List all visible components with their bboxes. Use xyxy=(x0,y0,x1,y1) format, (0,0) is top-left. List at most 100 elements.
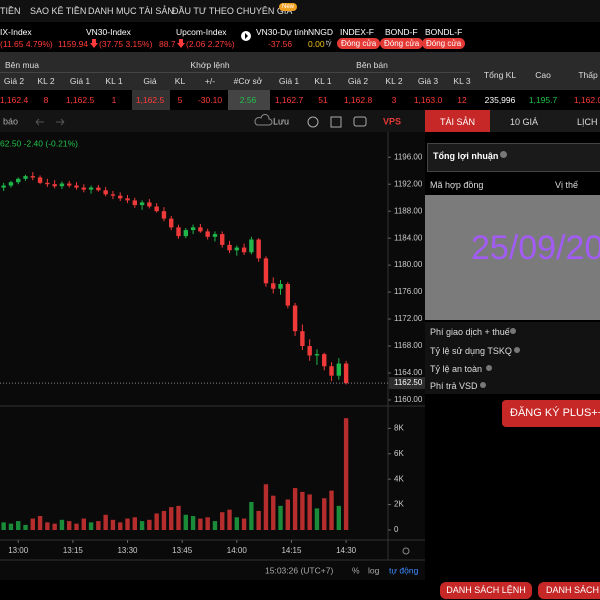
alert-button[interactable]: báo xyxy=(3,116,18,126)
y-tick-label: 1196.00 xyxy=(394,152,423,161)
y-tick-label: 1160.00 xyxy=(394,395,423,404)
column-header: KL 1 xyxy=(314,76,332,86)
nav-item[interactable]: DANH MỤC TÀI SẢN xyxy=(88,6,174,16)
legend: 62.50 -2.40 (-0.21%) xyxy=(0,138,78,148)
cell: 2.56 xyxy=(239,95,257,105)
volume-bar xyxy=(161,510,167,530)
volume-bar xyxy=(110,519,116,530)
candle-body xyxy=(45,182,50,185)
info-icon[interactable] xyxy=(500,151,507,158)
active-tab[interactable] xyxy=(425,110,490,132)
index-change: (37.75 3.15%) xyxy=(99,39,153,49)
volume-bar xyxy=(81,518,86,530)
volume-bar xyxy=(322,498,327,530)
candle-body xyxy=(336,363,342,376)
candle-body xyxy=(59,183,65,187)
candle-body xyxy=(96,187,101,191)
index-change: (2.06 2.27%) xyxy=(186,39,235,49)
new-badge: New xyxy=(279,3,298,11)
candle-body xyxy=(249,239,254,253)
column-header: KL 1 xyxy=(105,76,123,86)
column-header: Vị thế xyxy=(555,180,579,190)
timestamp: 15:03:26 (UTC+7) xyxy=(265,565,333,575)
fullscreen-icon[interactable] xyxy=(330,116,342,128)
tab[interactable]: LỊCH S xyxy=(577,117,600,127)
index-bar xyxy=(0,22,600,52)
info-icon[interactable] xyxy=(510,328,516,334)
profit-label: Tổng lợi nhuận xyxy=(433,151,499,161)
settings-icon[interactable] xyxy=(307,116,319,128)
x-tick-label: 14:30 xyxy=(336,546,357,555)
candle-body xyxy=(132,200,137,206)
bottom-button[interactable]: DANH SÁCH xyxy=(538,582,600,599)
nav-item[interactable]: ĐẦU TƯ THEO CHUYÊN GIA xyxy=(172,6,293,16)
y-tick-label: 1192.00 xyxy=(394,179,423,188)
candle-body xyxy=(74,185,79,188)
candle-body xyxy=(23,176,28,179)
save-button[interactable]: Lưu xyxy=(273,116,289,126)
candle-body xyxy=(154,206,159,212)
bottom-button[interactable]: DANH SÁCH LỆNH xyxy=(440,582,532,599)
cell: -30.10 xyxy=(197,95,223,105)
volume-tick-label: 0 xyxy=(394,525,399,534)
volume-bar xyxy=(205,517,210,530)
scale-option[interactable]: tự động xyxy=(389,565,419,575)
volume-bar xyxy=(30,518,35,530)
info-icon[interactable] xyxy=(514,347,520,353)
volume-bar xyxy=(212,521,218,530)
volume-bar xyxy=(176,505,181,530)
candle-body xyxy=(292,305,298,332)
date-box: 25/09/20 xyxy=(425,195,600,320)
volume-bar xyxy=(190,516,196,530)
info-icon[interactable] xyxy=(480,382,486,388)
volume-bar xyxy=(343,418,349,530)
volume-bar xyxy=(227,509,232,530)
nav-item[interactable]: SAO KÊ TIỀN xyxy=(30,6,87,16)
status-pill: Đóng cửa xyxy=(380,38,424,49)
cell: 1,162.8 xyxy=(343,95,373,105)
status-pill: Đóng cửa xyxy=(422,38,466,49)
cell: 1,162.4 xyxy=(0,95,29,105)
x-tick-label: 13:00 xyxy=(8,546,29,555)
volume-bar xyxy=(249,502,254,530)
axis-settings[interactable] xyxy=(402,547,410,555)
column-header: Giá 1 xyxy=(278,76,300,86)
tab[interactable]: TÀI SẢN xyxy=(440,117,476,127)
candle-body xyxy=(205,231,210,237)
candle-body xyxy=(183,230,189,237)
candle-body xyxy=(110,194,116,196)
index-price: 88.7 xyxy=(159,39,176,49)
candle-body xyxy=(300,331,305,347)
candle-body xyxy=(322,354,327,367)
snapshot-icon[interactable] xyxy=(353,116,367,127)
cell: 1,162.5 xyxy=(65,95,95,105)
candle-body xyxy=(307,346,312,356)
nav-item[interactable]: TIỀN xyxy=(0,6,21,16)
volume-bar xyxy=(88,522,94,530)
column-header: Giá xyxy=(143,76,157,86)
fee-label: Tỷ lệ an toàn xyxy=(430,364,483,374)
toggle-icon[interactable] xyxy=(241,31,251,41)
header-divider xyxy=(0,72,470,73)
y-tick-label: 1172.00 xyxy=(394,314,423,323)
column-header: Giá 2 xyxy=(347,76,369,86)
down-arrow xyxy=(177,39,185,48)
register-button[interactable]: ĐĂNG KÝ PLUS++ xyxy=(502,400,600,427)
x-tick-label: 14:00 xyxy=(227,546,248,555)
candle-body xyxy=(161,211,167,219)
basis-bg xyxy=(228,90,270,110)
cell: 235,996 xyxy=(484,95,516,105)
scale-option[interactable]: % xyxy=(352,565,360,575)
tab[interactable]: 10 GIÁ xyxy=(510,117,539,127)
index-name: BONDL-F xyxy=(425,27,463,37)
volume-bar xyxy=(198,518,203,530)
candle-body xyxy=(271,283,276,289)
undo-redo[interactable] xyxy=(35,118,65,126)
volume-bar xyxy=(45,522,50,530)
scale-option[interactable]: log xyxy=(368,565,380,575)
info-icon[interactable] xyxy=(486,365,492,371)
index-name: INDEX-F xyxy=(340,27,374,37)
candle-body xyxy=(198,227,203,232)
volume-bar xyxy=(329,490,334,530)
